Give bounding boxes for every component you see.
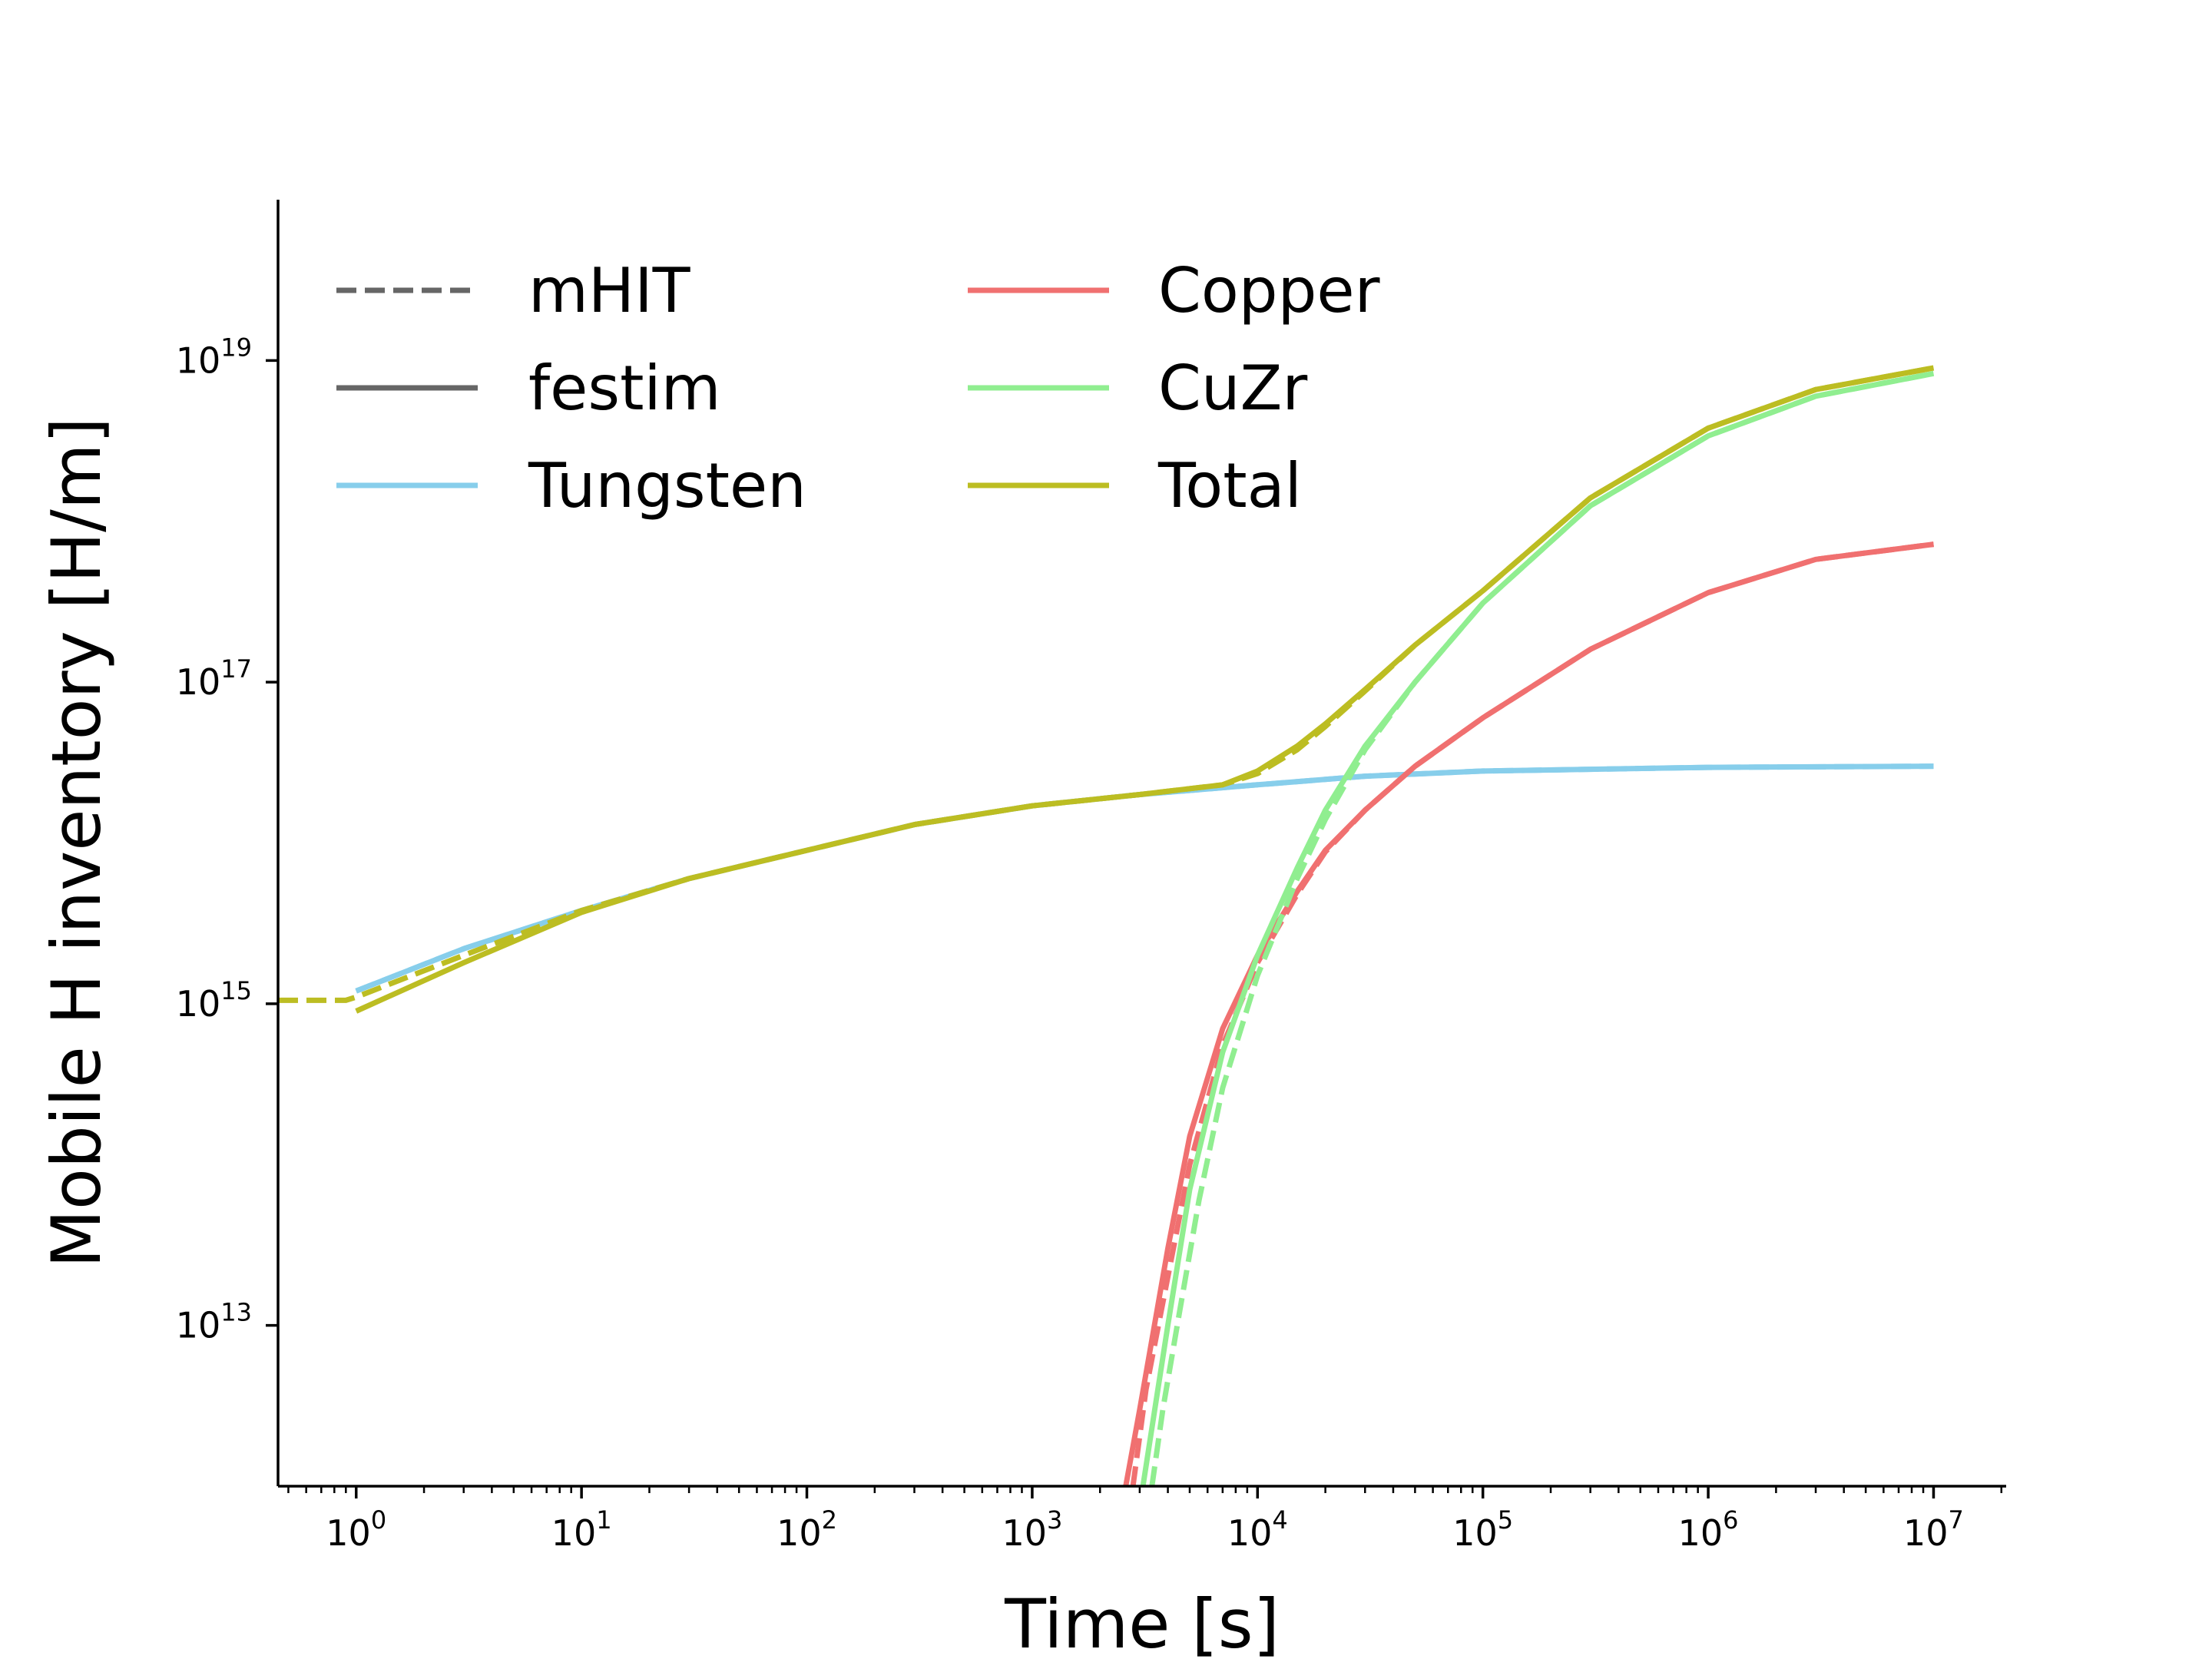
y-tick-label: 1019: [176, 333, 252, 381]
legend-label-cuzr: CuZr: [1158, 353, 1307, 424]
y-tick-base: 10: [176, 1305, 221, 1346]
x-tick-label: 101: [551, 1505, 612, 1554]
series-line-2: [1123, 541, 1934, 1486]
x-tick-label: 105: [1452, 1505, 1513, 1554]
x-tick-base: 10: [1903, 1512, 1949, 1554]
x-tick-label: 107: [1903, 1505, 1964, 1554]
x-tick-base: 10: [1002, 1512, 1047, 1554]
x-tick-exp: 0: [371, 1505, 386, 1535]
x-tick-label: 106: [1678, 1505, 1739, 1554]
x-tick-exp: 3: [1047, 1505, 1062, 1535]
legend-label-tungsten: Tungsten: [528, 450, 806, 522]
x-tick-exp: 6: [1723, 1505, 1738, 1535]
x-tick-label: 103: [1002, 1505, 1062, 1554]
x-tick-base: 10: [1227, 1512, 1273, 1554]
series-line-0: [355, 763, 1934, 994]
x-tick-label: 104: [1227, 1505, 1288, 1554]
y-axis-label: Mobile H inventory [H/m]: [37, 417, 116, 1268]
y-tick-exp: 13: [220, 1298, 252, 1327]
legend-label-mhit: mHIT: [528, 255, 691, 326]
legend-label-festim: festim: [528, 353, 721, 424]
x-tick-exp: 5: [1498, 1505, 1513, 1535]
x-tick-base: 10: [777, 1512, 822, 1554]
series-layer: [278, 365, 1935, 1486]
x-axis-label: Time [s]: [1004, 1584, 1280, 1659]
legend-label-total: Total: [1157, 450, 1302, 522]
x-tick-exp: 4: [1272, 1505, 1287, 1535]
y-tick-exp: 15: [220, 976, 252, 1005]
legend: mHIT festim Tungsten Copper CuZr Total: [336, 255, 1380, 522]
x-tick-label: 100: [326, 1505, 386, 1554]
y-tick-label: 1013: [176, 1298, 252, 1346]
legend-label-copper: Copper: [1158, 255, 1380, 326]
series-line-1: [355, 763, 1934, 994]
x-tick-exp: 1: [596, 1505, 611, 1535]
x-tick-label: 102: [777, 1505, 837, 1554]
x-tick-exp: 2: [822, 1505, 837, 1535]
x-tick-base: 10: [1452, 1512, 1498, 1554]
y-tick-exp: 17: [220, 654, 252, 684]
y-tick-base: 10: [176, 983, 221, 1025]
y-tick-label: 1017: [176, 654, 252, 703]
x-tick-exp: 7: [1949, 1505, 1964, 1535]
x-tick-base: 10: [326, 1512, 371, 1554]
x-tick-base: 10: [551, 1512, 597, 1554]
y-tick-base: 10: [176, 661, 221, 703]
series-line-5: [1149, 370, 1935, 1486]
series-line-7: [278, 365, 1935, 1003]
series-line-3: [1130, 541, 1934, 1486]
y-tick-label: 1015: [176, 976, 252, 1025]
y-tick-exp: 19: [220, 333, 252, 362]
x-tick-base: 10: [1678, 1512, 1724, 1554]
y-tick-base: 10: [176, 339, 221, 381]
